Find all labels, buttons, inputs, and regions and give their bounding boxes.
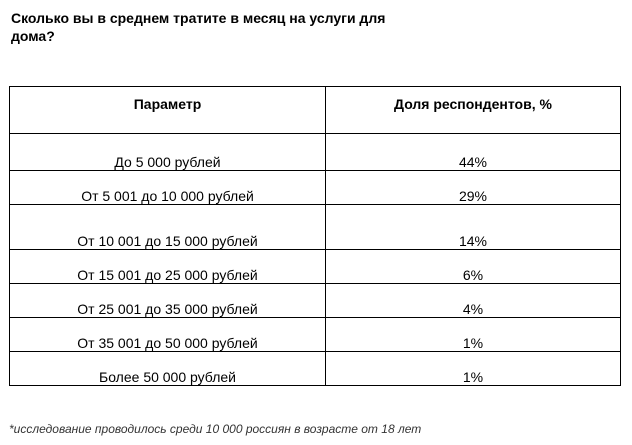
row-share: 1% [325,317,621,352]
row-share: 44% [325,133,621,171]
row-share: 1% [325,351,621,386]
table-row: От 25 001 до 35 000 рублей 4% [9,283,621,318]
column-header-share: Доля респондентов, % [325,86,621,134]
column-header-parameter: Параметр [9,86,326,134]
row-parameter: От 5 001 до 10 000 рублей [9,170,326,205]
table-row: От 15 001 до 25 000 рублей 6% [9,249,621,284]
table-row: От 35 001 до 50 000 рублей 1% [9,317,621,352]
footnote: *исследование проводилось среди 10 000 р… [9,422,422,436]
row-parameter: Более 50 000 рублей [9,351,326,386]
table-header-row: Параметр Доля респондентов, % [9,86,621,134]
row-share: 6% [325,249,621,284]
table-row: От 10 001 до 15 000 рублей 14% [9,204,621,250]
row-parameter: От 15 001 до 25 000 рублей [9,249,326,284]
survey-table: Параметр Доля респондентов, % До 5 000 р… [9,86,621,386]
row-parameter: От 25 001 до 35 000 рублей [9,283,326,318]
row-share: 29% [325,170,621,205]
row-share: 4% [325,283,621,318]
table-row: Более 50 000 рублей 1% [9,351,621,386]
page-title: Сколько вы в среднем тратите в месяц на … [11,10,386,44]
table-row: От 5 001 до 10 000 рублей 29% [9,170,621,205]
table-row: До 5 000 рублей 44% [9,133,621,171]
row-parameter: От 10 001 до 15 000 рублей [9,204,326,250]
row-parameter: До 5 000 рублей [9,133,326,171]
row-parameter: От 35 001 до 50 000 рублей [9,317,326,352]
row-share: 14% [325,204,621,250]
